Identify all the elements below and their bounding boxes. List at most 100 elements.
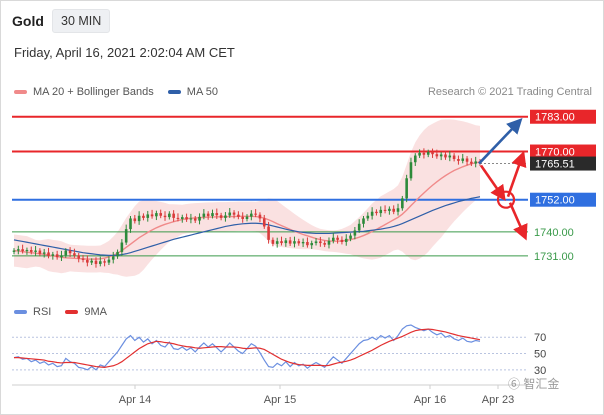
legend-item-rsi: RSI — [14, 306, 51, 318]
candle-body — [474, 161, 477, 164]
candle-body — [94, 260, 98, 264]
level-badge-1783.00 — [530, 109, 596, 124]
scenario-arrows — [478, 118, 528, 241]
candle-body — [357, 223, 361, 231]
x-axis: Apr 14 Apr 15 Apr 16 Apr 23 — [12, 384, 528, 406]
rsi-9ma-line — [14, 328, 481, 369]
candle-body — [241, 216, 244, 219]
candle-body — [137, 215, 141, 222]
candle-body — [68, 250, 72, 254]
candle-body — [383, 209, 387, 211]
candle-body — [353, 230, 357, 236]
candle-body — [250, 213, 253, 217]
candle-body — [413, 155, 417, 163]
candle-body — [211, 213, 214, 217]
candle-body — [327, 240, 331, 245]
candle-body — [206, 213, 210, 217]
legend-item-ma50: MA 50 — [167, 86, 218, 98]
symbol-title: Gold — [12, 13, 44, 29]
candle-body — [232, 212, 236, 215]
candle-body — [237, 214, 240, 217]
legend-item-9ma: 9MA — [65, 306, 107, 318]
rsi-line — [13, 324, 481, 371]
candle-body — [422, 152, 426, 155]
level-label-1740.00: 1740.00 — [534, 227, 574, 239]
candle-body — [224, 215, 227, 218]
candle-body — [280, 241, 283, 244]
candle-body — [185, 217, 188, 220]
legend-swatch-9ma — [65, 310, 79, 314]
candle-body — [29, 250, 33, 252]
candle-body — [331, 237, 335, 241]
level-label-1770.00: 1770.00 — [535, 147, 575, 159]
level-badge-1765.51 — [530, 156, 596, 171]
bollinger-bands — [14, 119, 480, 277]
candle-body — [254, 213, 257, 215]
candle-body — [431, 152, 434, 155]
candle-body — [314, 241, 318, 244]
candle-body — [379, 209, 383, 214]
candle-body — [163, 215, 167, 218]
research-credit: Research © 2021 Trading Central — [427, 86, 592, 98]
candle-body — [116, 251, 119, 257]
candle-body — [288, 240, 292, 244]
candle-body — [465, 158, 469, 162]
candle-body — [111, 256, 115, 260]
bearish-arrow — [479, 164, 506, 202]
candle-body — [60, 255, 63, 258]
chart-datetime: Friday, April 16, 2021 2:02:04 AM CET — [14, 45, 235, 60]
candle-body — [262, 218, 266, 227]
candle-body — [120, 242, 124, 252]
candle-body — [418, 152, 421, 156]
candle-body — [396, 208, 400, 212]
candle-body — [168, 213, 171, 218]
candle-body — [258, 214, 262, 219]
candle-body — [98, 261, 102, 264]
candle-body — [172, 213, 175, 218]
candle-body — [34, 250, 37, 252]
candle-body — [86, 259, 89, 263]
candle-body — [362, 218, 365, 224]
candle-body — [319, 241, 322, 244]
candle-body — [245, 216, 249, 219]
candle-body — [103, 261, 106, 263]
candle-body — [310, 243, 314, 246]
candle-body — [124, 229, 128, 243]
candle-body — [426, 152, 430, 155]
candle-body — [150, 214, 154, 217]
candle-body — [107, 259, 111, 263]
candle-body — [193, 218, 197, 221]
candles — [12, 148, 482, 268]
candle-body — [323, 243, 326, 245]
candle-body — [180, 217, 184, 219]
x-tick-label: Apr 15 — [264, 394, 296, 406]
candle-body — [176, 217, 180, 219]
bullish-arrow — [478, 118, 523, 165]
breakdown-arrow — [508, 202, 528, 241]
candle-body — [129, 218, 132, 230]
rebound-arrow — [506, 150, 527, 198]
candle-body — [12, 250, 16, 252]
candle-body — [340, 239, 344, 242]
price-legend: MA 20 + Bollinger Bands MA 50 — [14, 86, 232, 98]
bollinger-band-area — [14, 119, 480, 277]
rsi-tick-label: 30 — [534, 365, 546, 377]
candle-body — [38, 250, 42, 254]
candle-body — [90, 260, 93, 263]
x-tick-label: Apr 14 — [119, 394, 151, 406]
x-tick-label: Apr 16 — [414, 394, 446, 406]
level-label-1765.51: 1765.51 — [535, 159, 575, 171]
timeframe-badge[interactable]: 30 MIN — [52, 9, 111, 33]
candle-body — [146, 214, 150, 218]
watermark-text: ⑥ 智汇金 — [508, 377, 560, 391]
candle-body — [189, 218, 193, 220]
candle-body — [336, 237, 339, 240]
candle-body — [155, 213, 158, 217]
candle-body — [198, 216, 201, 221]
candle-body — [392, 208, 396, 212]
candle-body — [47, 252, 50, 256]
pivot-circle — [496, 190, 516, 209]
candle-body — [370, 211, 374, 216]
